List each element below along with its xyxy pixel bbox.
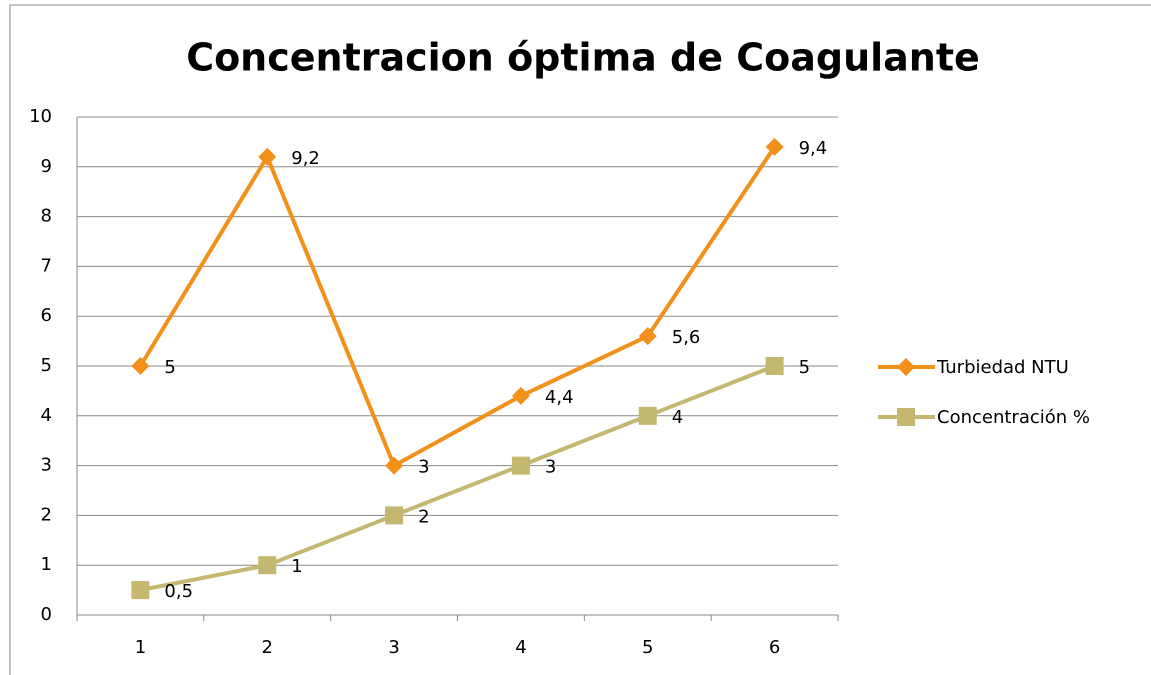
y-tick-label: 9 [41, 156, 52, 177]
y-tick-label: 8 [41, 206, 52, 227]
marker [765, 357, 784, 375]
data-label: 3 [545, 457, 556, 478]
legend-marker [897, 358, 915, 376]
x-tick-label: 4 [515, 637, 526, 658]
marker [258, 147, 277, 166]
series-line [138, 145, 777, 468]
data-label: 0,5 [164, 581, 193, 602]
y-tick-label: 3 [41, 455, 52, 476]
x-tick-label: 6 [769, 637, 780, 658]
marker [638, 406, 657, 425]
data-label: 5 [799, 357, 810, 378]
legend-marker [897, 408, 915, 426]
data-label: 9,4 [799, 138, 828, 159]
y-tick-label: 4 [41, 405, 52, 426]
data-label: 5,6 [672, 327, 701, 348]
y-tick-label: 1 [41, 554, 52, 575]
marker [385, 506, 404, 525]
marker [511, 456, 530, 475]
chart-title: Concentracion óptima de Coagulante [186, 36, 980, 80]
legend-label: Turbiedad NTU [936, 357, 1069, 378]
data-label: 2 [418, 506, 429, 527]
y-tick-label: 5 [41, 355, 52, 376]
series-line [140, 364, 776, 593]
x-tick-label: 1 [135, 637, 146, 658]
marker [258, 556, 277, 575]
x-tick-label: 2 [262, 637, 273, 658]
data-label: 1 [291, 556, 302, 577]
chart-frame [9, 4, 1151, 675]
data-label: 5 [164, 357, 175, 378]
marker [638, 327, 657, 346]
y-tick-label: 2 [41, 504, 52, 525]
marker [765, 137, 784, 156]
x-tick-label: 5 [642, 637, 653, 658]
x-tick-label: 3 [388, 637, 399, 658]
data-label: 4,4 [545, 387, 574, 408]
y-tick-label: 7 [41, 255, 52, 276]
marker [131, 581, 150, 600]
data-label: 3 [418, 457, 429, 478]
y-tick-label: 10 [29, 106, 52, 127]
y-tick-label: 0 [41, 604, 52, 625]
marker [511, 386, 530, 405]
data-label: 4 [672, 407, 683, 428]
y-tick-label: 6 [41, 305, 52, 326]
marker [131, 357, 150, 375]
legend-label: Concentración % [937, 407, 1090, 428]
data-label: 9,2 [291, 148, 320, 169]
marker [385, 456, 404, 475]
